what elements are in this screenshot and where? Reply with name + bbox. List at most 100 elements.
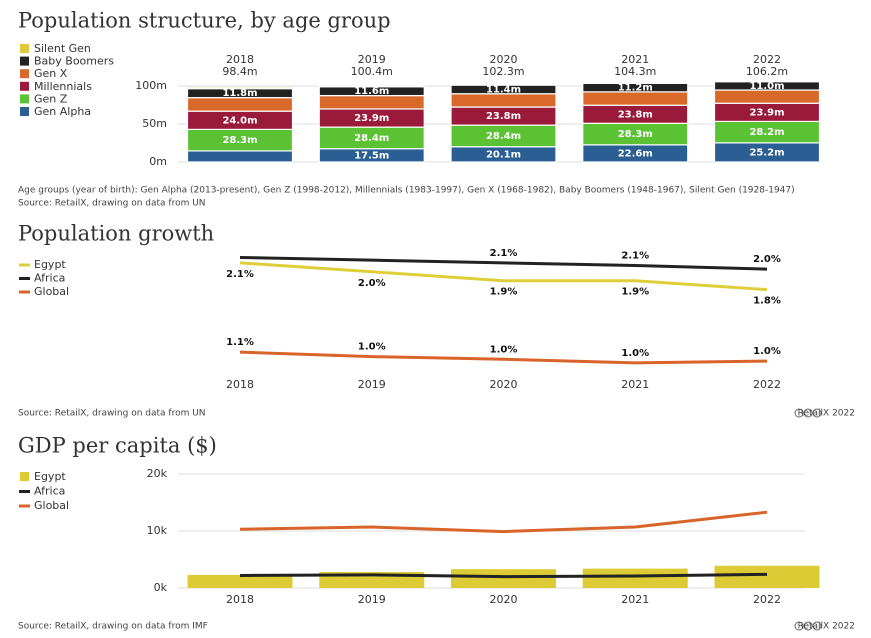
legend-label: Gen Alpha: [34, 105, 91, 118]
bar-segment: [582, 82, 689, 84]
bar: [451, 569, 556, 588]
value-label: 22.6m: [618, 148, 653, 159]
bar-segment: [186, 97, 294, 112]
x-tick-label: 2020: [490, 378, 518, 391]
value-label: 1.9%: [621, 287, 649, 298]
value-label: 1.0%: [753, 346, 781, 357]
bar: [187, 574, 293, 588]
value-label: 1.9%: [490, 287, 518, 298]
line: [239, 261, 768, 292]
value-label: 11.0m: [749, 81, 784, 92]
legend-swatch: [20, 81, 29, 91]
legend-label: Africa: [34, 485, 65, 498]
value-label: 11.2m: [618, 83, 653, 94]
value-label: 2.1%: [621, 251, 649, 262]
total-label: 102.3m: [482, 65, 524, 78]
legend-swatch: [20, 44, 29, 53]
legend-label: Baby Boomers: [34, 55, 114, 68]
value-label: 28.3m: [618, 129, 653, 140]
x-tick-label: 2019: [358, 593, 386, 606]
value-label: 2.0%: [358, 278, 386, 289]
value-label: 20.1m: [486, 149, 521, 160]
legend-label: Global: [34, 285, 69, 298]
value-label: 28.3m: [222, 135, 257, 146]
total-label: 106.2m: [746, 65, 788, 78]
source: Source: RetailX, drawing on data from UN: [18, 409, 206, 419]
value-label: 23.8m: [486, 111, 521, 122]
total-label: 98.4m: [222, 65, 257, 78]
x-tick-label: 2018: [226, 378, 254, 391]
y-tick-label: 100m: [135, 79, 167, 92]
note: Age groups (year of birth): Gen Alpha (2…: [18, 186, 795, 196]
value-label: 28.4m: [354, 133, 389, 144]
license-icon: [794, 408, 804, 418]
value-label: 1.8%: [753, 296, 781, 307]
total-label: 104.3m: [614, 65, 656, 78]
legend-swatch: [20, 107, 29, 116]
legend-label: Egypt: [34, 258, 66, 271]
legend-swatch: [20, 472, 29, 481]
legend-swatch: [20, 56, 29, 66]
value-label: 11.8m: [222, 88, 257, 99]
value-label: 11.6m: [354, 86, 389, 97]
line: [239, 510, 768, 534]
chart-title: Population growth: [18, 222, 214, 246]
value-label: 24.0m: [222, 115, 257, 126]
x-tick-label: 2022: [753, 593, 781, 606]
line: [239, 256, 768, 271]
legend-swatch: [20, 69, 29, 79]
legend-label: Global: [34, 499, 69, 512]
y-tick-label: 10k: [147, 524, 168, 537]
bar-segment: [450, 83, 557, 86]
y-tick-label: 0k: [154, 581, 168, 594]
value-label: 28.4m: [486, 131, 521, 142]
bar-segment: [582, 91, 689, 106]
legend-label: Silent Gen: [34, 42, 91, 55]
value-label: 23.8m: [618, 109, 653, 120]
bar-segment: [186, 86, 294, 90]
legend-label: Gen Z: [34, 92, 68, 105]
bar-segment: [713, 89, 821, 104]
license-icon: [803, 408, 813, 418]
value-label: 1.0%: [490, 344, 518, 355]
legend-swatch: [20, 94, 29, 104]
license-icon: [803, 621, 813, 631]
value-label: 28.2m: [749, 127, 784, 138]
y-tick-label: 20k: [147, 467, 168, 480]
total-label: 100.4m: [351, 65, 393, 78]
line: [239, 350, 768, 365]
x-tick-label: 2022: [753, 53, 781, 66]
license-icon: [812, 408, 822, 418]
value-label: 1.0%: [358, 342, 386, 353]
x-tick-label: 2018: [226, 53, 254, 66]
value-label: 2.0%: [753, 254, 781, 265]
source: Source: RetailX, drawing on data from IM…: [18, 622, 208, 632]
value-label: 1.0%: [621, 348, 649, 359]
value-label: 23.9m: [354, 113, 389, 124]
x-tick-label: 2021: [621, 593, 649, 606]
value-label: 23.9m: [749, 107, 784, 118]
bar: [582, 568, 688, 588]
legend-label: Africa: [34, 272, 65, 285]
x-tick-label: 2019: [358, 53, 386, 66]
x-tick-label: 2019: [358, 378, 386, 391]
bar-segment: [450, 93, 557, 108]
value-label: 2.1%: [490, 248, 518, 259]
value-label: 11.4m: [486, 84, 521, 95]
license-icon: [794, 621, 804, 631]
license-icon: [812, 621, 822, 631]
legend-label: Egypt: [34, 470, 66, 483]
bar-segment: [186, 150, 294, 163]
bar-segment: [318, 94, 425, 110]
source: Source: RetailX, drawing on data from UN: [18, 199, 206, 209]
legend-label: Millennials: [34, 80, 92, 93]
x-tick-label: 2022: [753, 378, 781, 391]
bar-segment: [318, 85, 425, 88]
x-tick-label: 2020: [490, 593, 518, 606]
x-tick-label: 2018: [226, 593, 254, 606]
value-label: 1.1%: [226, 337, 254, 348]
legend-label: Gen X: [34, 67, 68, 80]
chart-title: GDP per capita ($): [18, 434, 217, 458]
line: [239, 572, 768, 579]
